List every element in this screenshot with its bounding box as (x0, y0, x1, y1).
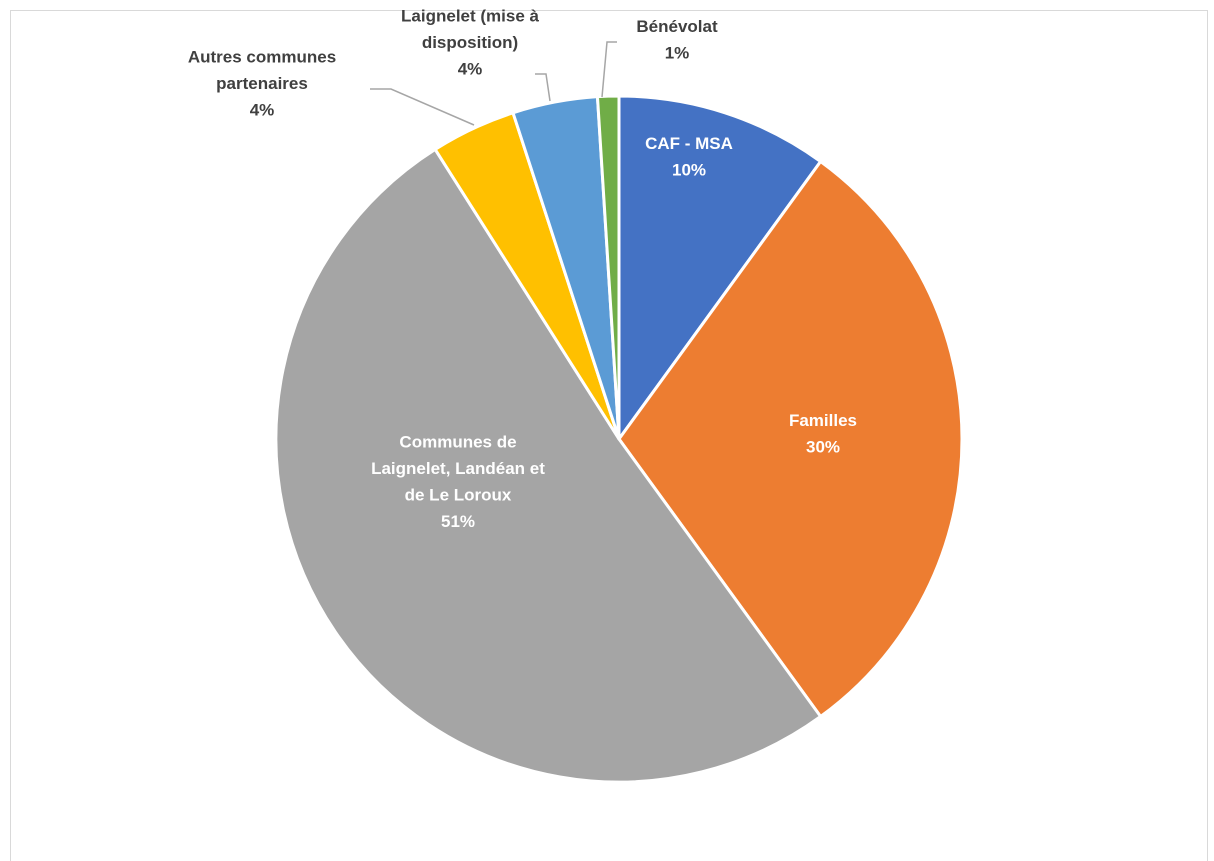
leader-line (601, 41, 617, 98)
slice-percent-label: 4% (458, 60, 483, 79)
slice-data-label: CAF - MSA 10% (645, 134, 733, 180)
leader-line (370, 88, 475, 126)
slice-data-label: Bénévolat 1% (636, 17, 718, 63)
slice-category-label: Laignelet (mise à (401, 7, 539, 26)
slice-data-label: Autres communes partenaires 4% (188, 48, 336, 120)
slice-percent-label: 10% (672, 161, 706, 180)
pie-slice (617, 94, 823, 441)
slice-data-label: Laignelet (mise à disposition) 4% (401, 7, 539, 79)
slice-category-label: Communes de (399, 433, 516, 452)
slice-category-label: Familles (789, 411, 857, 430)
slice-percent-label: 30% (806, 438, 840, 457)
leader-line (535, 73, 551, 102)
slice-category-label: disposition) (422, 33, 518, 52)
slice-category-label: Bénévolat (636, 17, 718, 36)
pie-slice (595, 94, 621, 441)
slice-category-label: partenaires (216, 74, 308, 93)
slice-category-label: Autres communes (188, 48, 336, 67)
slice-percent-label: 1% (665, 44, 690, 63)
pie-slice (274, 147, 823, 784)
slice-percent-label: 51% (441, 512, 475, 531)
slice-data-label: Communes de Laignelet, Landéan et de Le Lo… (371, 433, 545, 532)
slice-percent-label: 4% (250, 101, 275, 120)
slice-category-label: CAF - MSA (645, 134, 733, 153)
pie-slice (617, 160, 964, 718)
slice-category-label: de Le Loroux (405, 486, 512, 505)
slice-data-label: Familles 30% (789, 411, 857, 457)
slice-category-label: Laignelet, Landéan et (371, 459, 545, 478)
